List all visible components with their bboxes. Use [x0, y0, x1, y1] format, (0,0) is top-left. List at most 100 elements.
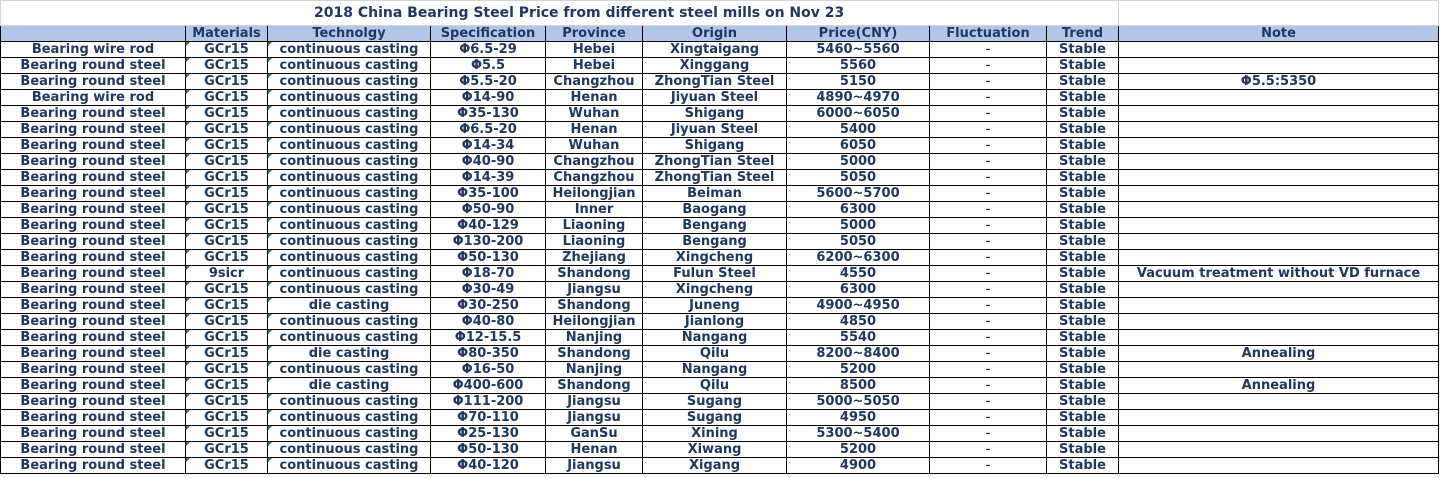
table-cell[interactable]: Hebei [545, 57, 643, 74]
table-cell[interactable]: continuous casting [267, 153, 431, 170]
table-cell[interactable]: - [929, 233, 1047, 250]
table-cell[interactable] [1118, 169, 1439, 186]
table-cell[interactable]: Heilongjian [545, 313, 643, 330]
table-cell[interactable]: Stable [1046, 265, 1119, 282]
table-cell[interactable]: Stable [1046, 329, 1119, 346]
table-cell[interactable]: Sugang [642, 409, 787, 426]
table-cell[interactable]: 4950 [786, 409, 930, 426]
table-cell[interactable]: Shigang [642, 105, 787, 122]
table-cell[interactable]: Φ14-39 [430, 169, 546, 186]
table-cell[interactable]: Bearing round steel [0, 233, 186, 250]
table-cell[interactable]: Stable [1046, 425, 1119, 442]
table-cell[interactable]: - [929, 425, 1047, 442]
table-cell[interactable]: 5300~5400 [786, 425, 930, 442]
table-cell[interactable]: Stable [1046, 457, 1119, 474]
table-cell[interactable]: GCr15 [185, 233, 268, 250]
table-cell[interactable]: GCr15 [185, 441, 268, 458]
table-cell[interactable]: Stable [1046, 281, 1119, 298]
table-cell[interactable]: GCr15 [185, 425, 268, 442]
table-cell[interactable]: - [929, 345, 1047, 362]
table-cell[interactable] [1118, 105, 1439, 122]
table-cell[interactable]: continuous casting [267, 41, 431, 58]
table-cell[interactable]: - [929, 153, 1047, 170]
table-cell[interactable]: Baogang [642, 201, 787, 218]
table-cell[interactable]: Bearing round steel [0, 105, 186, 122]
table-cell[interactable]: GCr15 [185, 185, 268, 202]
table-cell[interactable]: Inner [545, 201, 643, 218]
sheet-title[interactable]: 2018 China Bearing Steel Price from diff… [0, 0, 1119, 26]
table-cell[interactable]: Stable [1046, 377, 1119, 394]
table-cell[interactable]: Nangang [642, 361, 787, 378]
table-cell[interactable]: Φ14-34 [430, 137, 546, 154]
table-cell[interactable] [1118, 329, 1439, 346]
table-cell[interactable]: Changzhou [545, 73, 643, 90]
table-cell[interactable]: Shigang [642, 137, 787, 154]
table-cell[interactable]: GCr15 [185, 137, 268, 154]
table-cell[interactable]: Annealing [1118, 345, 1439, 362]
table-cell[interactable]: Stable [1046, 41, 1119, 58]
table-cell[interactable]: Henan [545, 441, 643, 458]
table-cell[interactable]: Φ30-49 [430, 281, 546, 298]
table-cell[interactable]: GCr15 [185, 281, 268, 298]
table-cell[interactable]: Jiangsu [545, 457, 643, 474]
table-cell[interactable]: Annealing [1118, 377, 1439, 394]
table-cell[interactable]: Stable [1046, 441, 1119, 458]
table-cell[interactable]: Shandong [545, 377, 643, 394]
table-cell[interactable] [1118, 121, 1439, 138]
table-cell[interactable]: GCr15 [185, 409, 268, 426]
table-cell[interactable]: - [929, 121, 1047, 138]
table-cell[interactable]: Jiangsu [545, 393, 643, 410]
table-cell[interactable]: Nanjing [545, 329, 643, 346]
table-cell[interactable]: Φ14-90 [430, 89, 546, 106]
table-cell[interactable]: Bearing round steel [0, 137, 186, 154]
table-cell[interactable]: Jiyuan Steel [642, 89, 787, 106]
table-cell[interactable]: GCr15 [185, 217, 268, 234]
table-cell[interactable]: Φ70-110 [430, 409, 546, 426]
table-cell[interactable]: die casting [267, 297, 431, 314]
table-cell[interactable]: Φ80-350 [430, 345, 546, 362]
table-cell[interactable]: Bearing round steel [0, 377, 186, 394]
table-cell[interactable]: 4850 [786, 313, 930, 330]
table-cell[interactable]: Φ40-129 [430, 217, 546, 234]
table-cell[interactable]: continuous casting [267, 457, 431, 474]
table-cell[interactable]: Bearing round steel [0, 217, 186, 234]
table-cell[interactable]: 4900~4950 [786, 297, 930, 314]
table-cell[interactable]: continuous casting [267, 281, 431, 298]
table-cell[interactable]: Bearing round steel [0, 201, 186, 218]
table-cell[interactable]: - [929, 185, 1047, 202]
table-cell[interactable]: Hebei [545, 41, 643, 58]
table-cell[interactable]: GCr15 [185, 345, 268, 362]
table-cell[interactable]: Fulun Steel [642, 265, 787, 282]
table-cell[interactable]: Xinggang [642, 57, 787, 74]
table-cell[interactable]: GCr15 [185, 361, 268, 378]
table-cell[interactable]: GCr15 [185, 457, 268, 474]
table-cell[interactable]: Bearing round steel [0, 281, 186, 298]
table-cell[interactable]: Sugang [642, 393, 787, 410]
table-cell[interactable]: Stable [1046, 121, 1119, 138]
table-cell[interactable]: GCr15 [185, 201, 268, 218]
table-cell[interactable]: continuous casting [267, 249, 431, 266]
table-cell[interactable]: continuous casting [267, 169, 431, 186]
table-cell[interactable]: Stable [1046, 201, 1119, 218]
header-cell[interactable]: Materials [185, 25, 268, 42]
table-cell[interactable]: Bearing round steel [0, 393, 186, 410]
table-cell[interactable]: Φ6.5-20 [430, 121, 546, 138]
table-cell[interactable]: Nanjing [545, 361, 643, 378]
table-cell[interactable]: Bearing round steel [0, 457, 186, 474]
table-cell[interactable]: continuous casting [267, 233, 431, 250]
table-cell[interactable]: Qilu [642, 345, 787, 362]
table-cell[interactable]: 4890~4970 [786, 89, 930, 106]
table-cell[interactable]: 5000 [786, 153, 930, 170]
table-cell[interactable]: Xining [642, 425, 787, 442]
table-cell[interactable]: Bearing round steel [0, 425, 186, 442]
header-cell[interactable]: Trend [1046, 25, 1119, 42]
table-cell[interactable]: Φ16-50 [430, 361, 546, 378]
table-cell[interactable] [1118, 441, 1439, 458]
table-cell[interactable]: Φ25-130 [430, 425, 546, 442]
table-cell[interactable]: - [929, 217, 1047, 234]
table-cell[interactable]: Stable [1046, 313, 1119, 330]
table-cell[interactable]: 5200 [786, 361, 930, 378]
table-cell[interactable]: Nangang [642, 329, 787, 346]
table-cell[interactable]: 6000~6050 [786, 105, 930, 122]
table-cell[interactable]: Xingcheng [642, 249, 787, 266]
